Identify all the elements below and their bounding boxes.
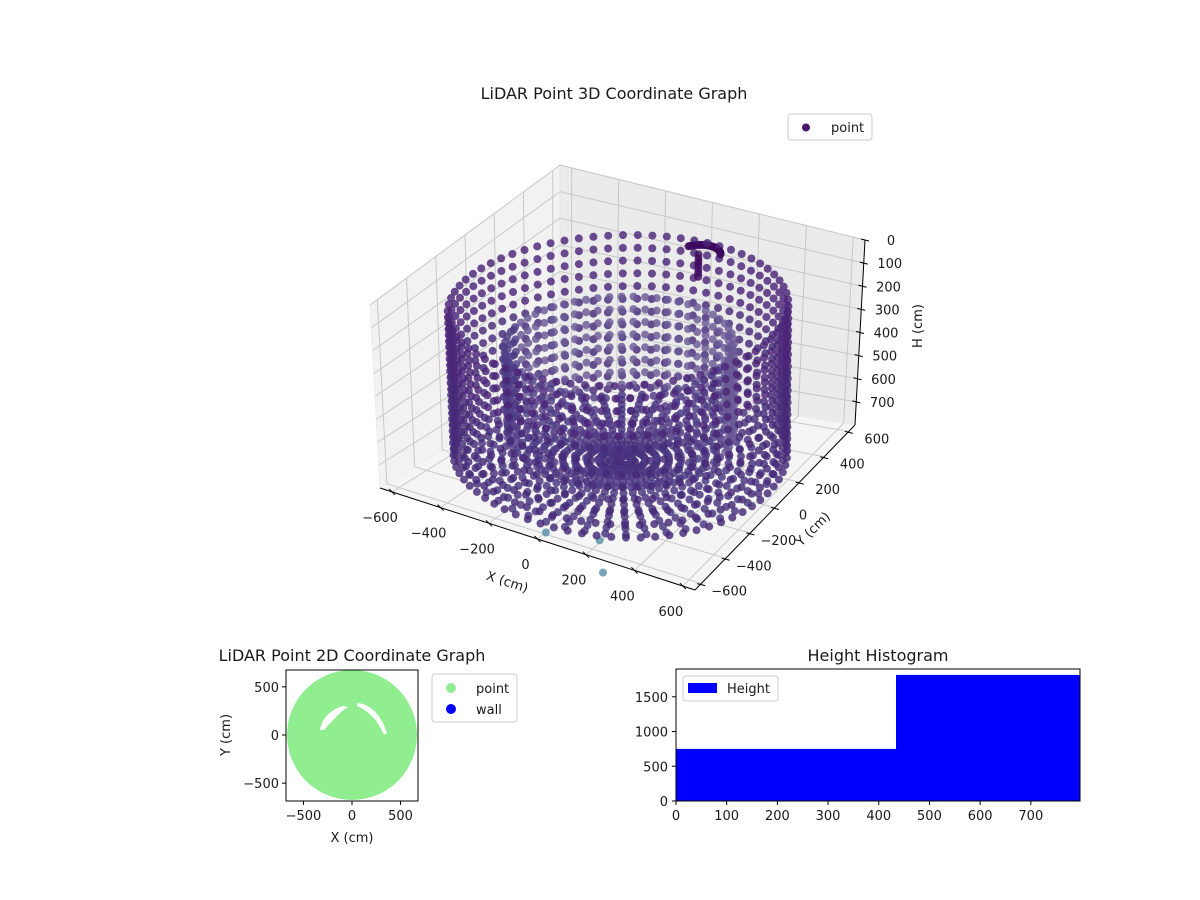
z-axis-label: H (cm) <box>911 304 926 348</box>
2d-scatter-plot: LiDAR Point 2D Coordinate Graph −500−500… <box>219 646 518 846</box>
x-tick-label: −600 <box>362 511 398 526</box>
hist-y-tick: 500 <box>643 760 668 775</box>
z-tick-label: 400 <box>874 327 899 342</box>
2d-axis-ticks: −500 −500 0 0 500 500 <box>243 681 413 824</box>
y-tick-label: 400 <box>840 458 865 473</box>
hist-x-tick: 200 <box>765 809 790 824</box>
histogram-bar <box>895 674 1080 801</box>
2d-y-axis-label: Y (cm) <box>219 714 234 757</box>
height-histogram: Height Histogram 0 100 200 300 400 500 600 7000… <box>635 646 1081 824</box>
y-tick-label: −600 <box>711 585 747 600</box>
x-tick-label: 0 <box>521 558 529 573</box>
histogram-axes-frame <box>675 668 1081 802</box>
legend-swatch-height <box>688 683 717 693</box>
x-tick-label: 200 <box>562 574 587 589</box>
wall-gap-left <box>320 706 348 730</box>
histogram-title: Height Histogram <box>808 646 949 665</box>
3d-chart-title: LiDAR Point 3D Coordinate Graph <box>481 84 748 103</box>
legend-label-point: point <box>476 682 509 697</box>
hist-y-tick: 0 <box>660 795 668 810</box>
2d-x-tick: 500 <box>388 809 413 824</box>
z-tick-label: 600 <box>871 373 896 388</box>
y-tick-label: −200 <box>761 534 797 549</box>
hist-x-tick: 100 <box>714 809 739 824</box>
3d-legend: point <box>787 113 873 141</box>
histogram-bar <box>676 748 896 801</box>
3d-scatter-plot: LiDAR Point 3D Coordinate Graph −600 −400… <box>362 84 926 620</box>
y-tick-label: 600 <box>864 432 889 447</box>
legend-label-wall: wall <box>476 703 502 718</box>
2d-chart-title: LiDAR Point 2D Coordinate Graph <box>219 646 486 665</box>
hist-x-tick: 700 <box>1018 809 1043 824</box>
legend-label-point: point <box>831 121 864 136</box>
histogram-legend: Height <box>682 675 779 702</box>
z-tick-label: 700 <box>870 396 895 411</box>
2d-y-tick: −500 <box>243 777 279 792</box>
z-tick-label: 500 <box>872 350 897 365</box>
2d-y-tick: 500 <box>254 681 279 696</box>
hist-x-tick: 0 <box>672 809 680 824</box>
x-tick-label: −400 <box>411 527 447 542</box>
hist-x-tick: 500 <box>917 809 942 824</box>
hist-y-tick: 1500 <box>635 691 668 706</box>
point-disc <box>287 670 417 800</box>
x-tick-label: 400 <box>610 589 635 604</box>
histogram-bars <box>676 674 1080 801</box>
2d-x-tick: −500 <box>286 809 322 824</box>
hist-x-tick: 600 <box>968 809 993 824</box>
hist-y-tick: 1000 <box>635 726 668 741</box>
z-tick-label: 100 <box>877 257 902 272</box>
y-tick-label: 200 <box>815 483 840 498</box>
2d-y-tick: 0 <box>271 729 279 744</box>
wall-gap-right <box>357 703 387 735</box>
2d-legend: point wall <box>431 673 518 723</box>
histogram-axis-ticks: 0 100 200 300 400 500 600 700 0 500 1000 1500 <box>635 691 1043 824</box>
z-tick-label: 300 <box>875 303 900 318</box>
2d-x-axis-label: X (cm) <box>331 831 374 846</box>
y-tick-label: −400 <box>736 559 772 574</box>
y-tick-label: 0 <box>799 509 807 524</box>
x-tick-label: 600 <box>658 605 683 620</box>
3d-axis-ticks: −600−400−2000200400600−600−400−200020040… <box>362 234 902 620</box>
hist-x-tick: 400 <box>866 809 891 824</box>
y-axis-line <box>694 424 856 591</box>
legend-marker-point <box>446 683 456 693</box>
x-tick-label: −200 <box>459 542 495 557</box>
z-tick-label: 0 <box>887 234 895 249</box>
legend-marker-wall <box>446 704 456 714</box>
legend-marker-point <box>802 123 810 132</box>
legend-label-height: Height <box>727 682 770 697</box>
3d-point-cloud <box>443 231 793 577</box>
2d-x-tick: 0 <box>348 809 356 824</box>
hist-x-tick: 300 <box>816 809 841 824</box>
x-axis-label: X (cm) <box>484 569 530 597</box>
z-tick-label: 200 <box>876 280 901 295</box>
